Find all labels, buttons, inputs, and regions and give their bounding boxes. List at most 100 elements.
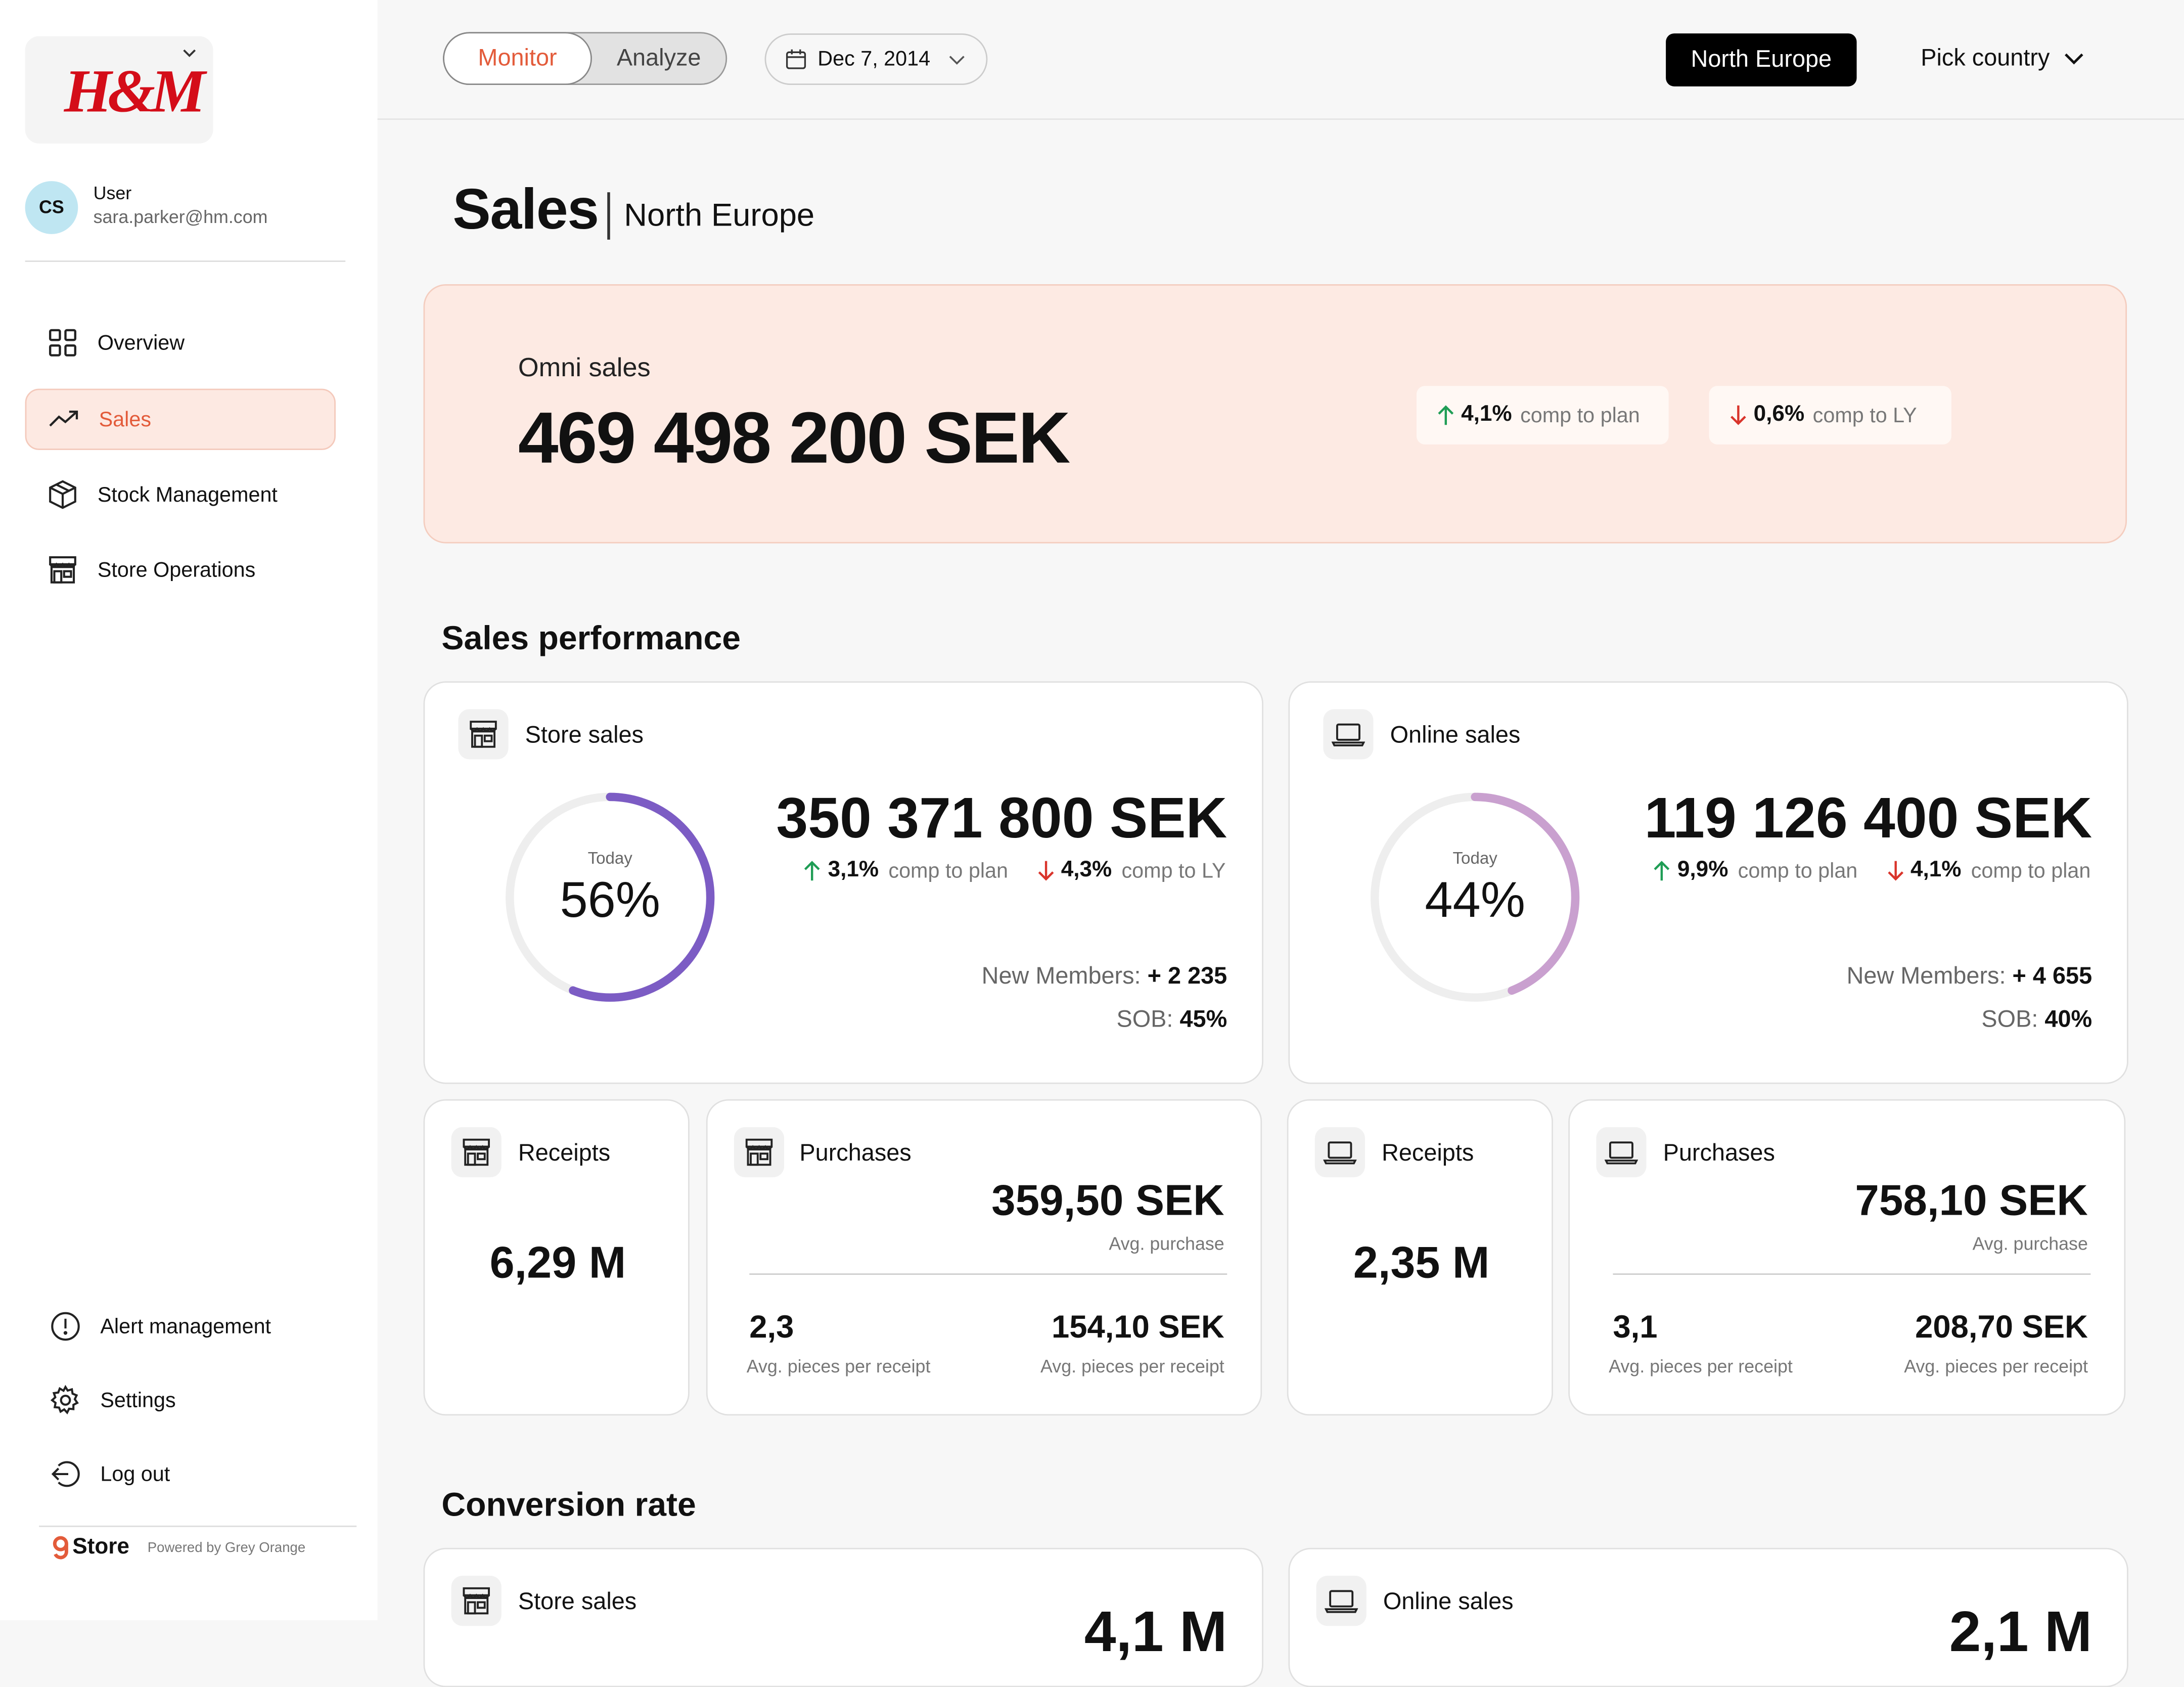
date-value: Dec 7, 2014: [817, 47, 931, 71]
omni-comp-ly-label: comp to LY: [1812, 403, 1917, 427]
footer-powered: Powered by Grey Orange: [147, 1540, 306, 1556]
omni-comp-ly-value: 0,6%: [1753, 403, 1805, 427]
purchases-value: 359,50 SEK: [991, 1176, 1224, 1225]
purchases-right-value: 154,10 SEK: [1052, 1308, 1224, 1345]
arrow-down-icon: [1887, 861, 1903, 881]
sob-line: SOB: 40%: [1981, 1006, 2092, 1034]
sob-line: SOB: 45%: [1117, 1006, 1227, 1034]
chevron-down-icon: [2064, 53, 2083, 65]
purchases-value-label: Avg. purchase: [1109, 1233, 1224, 1254]
section-title-conversion-rate: Conversion rate: [441, 1486, 696, 1525]
sob-label: SOB:: [1116, 1006, 1173, 1033]
tab-analyze[interactable]: Analyze: [616, 45, 701, 71]
store-icon: [451, 1576, 502, 1626]
stat-value: 4,1%: [1910, 858, 1962, 882]
section-title-sales-performance: Sales performance: [441, 620, 741, 658]
store-sales-progress-ring: [506, 792, 715, 1002]
store-sales-value: 350 371 800 SEK: [776, 785, 1227, 850]
divider: [749, 1273, 1227, 1275]
sidebar-item-label: Stock Management: [97, 482, 278, 507]
logout-icon: [50, 1459, 81, 1490]
new-members-value: + 2 235: [1147, 962, 1227, 990]
online-sales-card[interactable]: Online sales Today 44% 119 126 400 SEK 9…: [1288, 681, 2128, 1084]
sidebar-item-label: Sales: [99, 407, 152, 431]
purchases-left-label: Avg. pieces per receipt: [1609, 1355, 1793, 1377]
gear-icon: [50, 1385, 81, 1416]
sidebar-item-log-out[interactable]: Log out: [28, 1443, 338, 1504]
purchases-value: 758,10 SEK: [1855, 1176, 2088, 1225]
store-icon: [48, 555, 78, 586]
sob-value: 40%: [2044, 1006, 2092, 1033]
card-title: Receipts: [518, 1139, 611, 1167]
stat-label: comp to LY: [1121, 859, 1226, 883]
arrow-down-icon: [1038, 861, 1054, 881]
card-title: Store sales: [525, 722, 644, 748]
footer-product: Store: [72, 1535, 129, 1559]
mode-toggle[interactable]: Monitor Analyze: [443, 32, 727, 85]
sidebar-divider: [39, 1525, 357, 1527]
stat-label: comp to plan: [1971, 859, 2091, 883]
conversion-online-card[interactable]: Online sales 2,1 M: [1288, 1547, 2128, 1687]
stat-value: 4,3%: [1061, 858, 1112, 882]
ring-label: Today: [587, 848, 632, 868]
sidebar-item-label: Alert management: [100, 1314, 271, 1339]
ring-label: Today: [1452, 848, 1497, 868]
avatar[interactable]: CS: [25, 181, 78, 234]
sidebar-item-label: Log out: [100, 1462, 170, 1486]
alert-icon: [50, 1311, 81, 1342]
store-sales-card[interactable]: Store sales Today 56% 350 371 800 SEK 3,…: [423, 681, 1263, 1084]
omni-comp-plan-label: comp to plan: [1520, 403, 1640, 427]
store-sales-stats: 3,1% comp to plan 4,3% comp to LY: [803, 858, 1254, 883]
purchases-right-value: 208,70 SEK: [1915, 1308, 2088, 1345]
purchases-left-value: 3,1: [1613, 1308, 1658, 1345]
store-receipts-card[interactable]: Receipts 6,29 M: [423, 1099, 690, 1416]
country-picker-label: Pick country: [1921, 45, 2050, 71]
tab-monitor[interactable]: Monitor: [443, 32, 592, 85]
laptop-icon: [1323, 709, 1374, 760]
sidebar-item-label: Store Operations: [97, 558, 256, 582]
omni-comp-plan: 4,1% comp to plan: [1416, 386, 1669, 445]
store-purchases-card[interactable]: Purchases 359,50 SEK Avg. purchase 2,3 A…: [706, 1099, 1262, 1416]
date-picker[interactable]: Dec 7, 2014: [764, 33, 988, 85]
sidebar-item-sales[interactable]: Sales: [25, 388, 336, 450]
ring-percent: 56%: [560, 870, 661, 928]
arrow-down-icon: [1731, 405, 1746, 425]
sidebar-item-settings[interactable]: Settings: [28, 1369, 338, 1431]
online-sales-stats: 9,9% comp to plan 4,1% comp to plan: [1652, 858, 2118, 883]
conversion-value: 2,1 M: [1949, 1599, 2092, 1664]
new-members-label: New Members:: [981, 962, 1141, 990]
online-purchases-card[interactable]: Purchases 758,10 SEK Avg. purchase 3,1 A…: [1568, 1099, 2126, 1416]
user-email: sara.parker@hm.com: [93, 206, 268, 228]
region-button[interactable]: North Europe: [1666, 33, 1857, 86]
purchases-left-value: 2,3: [749, 1308, 794, 1345]
store-icon: [451, 1127, 502, 1178]
omni-sales-banner: Omni sales 469 498 200 SEK 4,1% comp to …: [423, 284, 2127, 544]
footer-brand: Store Powered by Grey Orange: [52, 1535, 305, 1561]
card-title: Online sales: [1383, 1588, 1514, 1615]
country-picker[interactable]: Pick country: [1921, 45, 2084, 72]
arrow-up-icon: [1654, 861, 1670, 881]
calendar-icon: [786, 49, 806, 69]
stat-label: comp to plan: [1738, 859, 1858, 883]
omni-value: 469 498 200 SEK: [518, 398, 1071, 479]
box-icon: [48, 479, 78, 510]
omni-label: Omni sales: [518, 353, 651, 383]
sidebar-item-stock-management[interactable]: Stock Management: [25, 464, 336, 525]
brand-switcher[interactable]: H&M: [25, 36, 213, 144]
new-members-line: New Members: + 2 235: [982, 963, 1227, 991]
sidebar-item-overview[interactable]: Overview: [25, 312, 336, 373]
card-title: Store sales: [518, 1588, 637, 1615]
conversion-store-card[interactable]: Store sales 4,1 M: [423, 1547, 1263, 1687]
purchases-right-label: Avg. pieces per receipt: [1040, 1355, 1224, 1377]
purchases-value-label: Avg. purchase: [1972, 1233, 2088, 1254]
store-icon: [458, 709, 509, 760]
card-title: Receipts: [1382, 1139, 1474, 1167]
online-receipts-card[interactable]: Receipts 2,35 M: [1287, 1099, 1553, 1416]
purchases-left-label: Avg. pieces per receipt: [746, 1355, 931, 1377]
title-divider: [607, 192, 610, 240]
sidebar-item-store-operations[interactable]: Store Operations: [25, 539, 336, 600]
chevron-down-icon: [183, 49, 196, 57]
receipts-value: 2,35 M: [1353, 1237, 1490, 1288]
arrow-up-icon: [805, 861, 821, 881]
sidebar-item-alert-management[interactable]: Alert management: [28, 1296, 338, 1357]
